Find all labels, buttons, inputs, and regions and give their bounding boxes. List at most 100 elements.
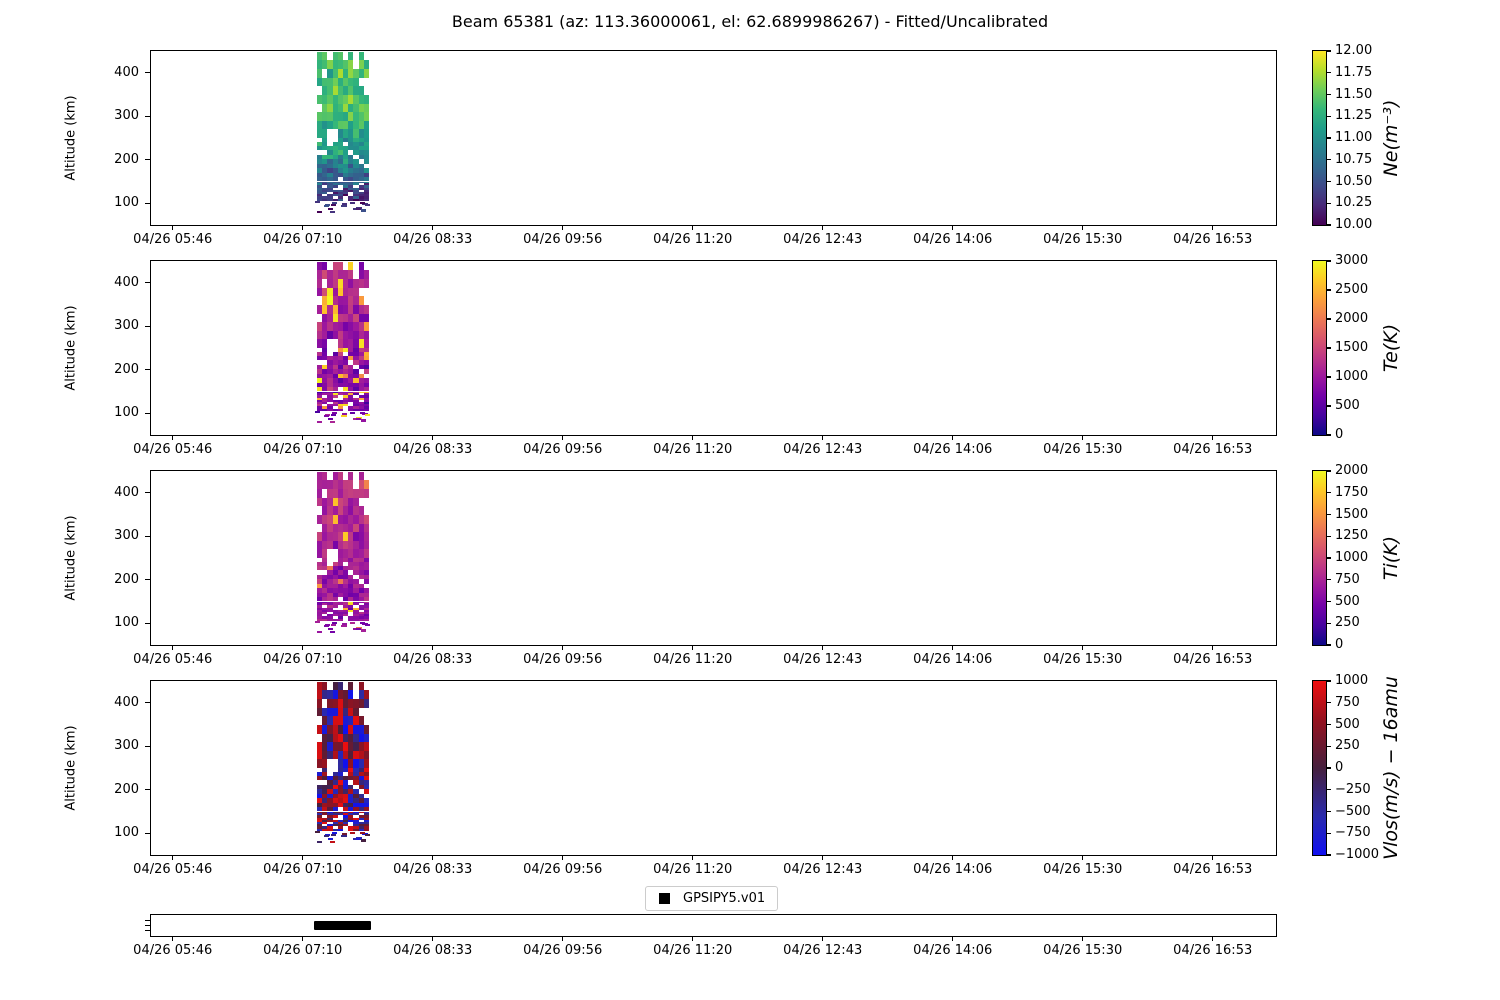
heatmap-cell xyxy=(353,181,359,184)
heatmap-cell xyxy=(322,506,328,515)
heatmap-cell xyxy=(332,287,338,297)
heatmap-cell xyxy=(337,103,343,113)
y-axis-tick xyxy=(145,745,150,747)
x-axis-tick xyxy=(692,225,694,230)
heatmap-cell xyxy=(327,60,333,70)
heatmap-cell xyxy=(332,86,338,95)
heatmap-cell xyxy=(363,120,369,130)
heatmap-cell xyxy=(327,177,333,182)
colorbar-tick-label: 2000 xyxy=(1335,311,1369,326)
x-axis-tick xyxy=(432,435,434,440)
heatmap-cell xyxy=(317,821,323,825)
heatmap-cell xyxy=(348,356,354,361)
heatmap-cell xyxy=(317,742,323,751)
heatmap-cell xyxy=(358,611,364,615)
x-axis-tick xyxy=(1082,435,1084,440)
heatmap-cell xyxy=(341,414,347,417)
heatmap-cell xyxy=(332,168,338,173)
x-axis-tick xyxy=(302,855,304,860)
heatmap-cell xyxy=(348,313,354,323)
heatmap-cell xyxy=(337,172,343,178)
heatmap-cell xyxy=(332,378,338,383)
heatmap-cell xyxy=(327,817,333,820)
heatmap-cell xyxy=(337,579,343,584)
heatmap-cell xyxy=(348,159,354,164)
heatmap-cell xyxy=(353,401,359,405)
heatmap-cell xyxy=(343,824,349,827)
heatmap-cell xyxy=(315,200,321,203)
heatmap-cell xyxy=(358,817,364,820)
heatmap-cell xyxy=(332,497,338,507)
heatmap-cell xyxy=(317,351,323,356)
heatmap-cells-ti xyxy=(151,471,1276,645)
x-axis-tick xyxy=(302,936,304,941)
colorbar-tick xyxy=(1326,159,1331,161)
heatmap-cell xyxy=(337,690,343,700)
heatmap-cell xyxy=(337,60,343,70)
heatmap-cell xyxy=(337,364,343,370)
heatmap-cell xyxy=(332,699,338,708)
colorbar-tick-label: 1000 xyxy=(1335,550,1369,565)
heatmap-cell xyxy=(322,611,328,615)
heatmap-cell xyxy=(332,579,338,584)
colorbar-tick xyxy=(1326,622,1331,624)
heatmap-cell xyxy=(358,558,364,562)
heatmap-cell xyxy=(317,690,323,700)
heatmap-cell xyxy=(353,406,359,409)
heatmap-cell xyxy=(327,597,333,602)
heatmap-cell xyxy=(348,351,354,356)
heatmap-cell xyxy=(358,802,364,808)
heatmap-cell xyxy=(337,304,343,314)
heatmap-cell xyxy=(322,574,328,580)
heatmap-cell xyxy=(327,322,333,331)
colorbar-axis-label-text: Vlos(m/s) − 16amu xyxy=(1380,676,1402,860)
heatmap-cell xyxy=(353,187,359,190)
heatmap-cell xyxy=(348,771,354,776)
heatmap-cell xyxy=(322,397,328,400)
heatmap-cell xyxy=(353,733,359,743)
heatmap-cell xyxy=(363,616,369,619)
heatmap-cell xyxy=(363,194,369,197)
heatmap-cell xyxy=(363,821,369,825)
y-axis-label-text: Altitude (km) xyxy=(63,95,79,181)
heatmap-cell xyxy=(353,313,359,323)
heatmap-cell xyxy=(317,574,323,580)
heatmap-cell xyxy=(353,611,359,615)
heatmap-cell xyxy=(317,356,323,361)
heatmap-cell xyxy=(353,348,359,352)
heatmap-cell xyxy=(348,506,354,515)
x-axis-tick xyxy=(952,855,954,860)
heatmap-cell xyxy=(332,172,338,178)
heatmap-cell xyxy=(315,620,321,623)
heatmap-cell xyxy=(327,189,333,192)
x-axis-tick xyxy=(692,645,694,650)
heatmap-cell xyxy=(332,270,338,280)
heatmap-cell xyxy=(325,204,331,207)
heatmap-cell xyxy=(327,616,333,619)
heatmap-cell xyxy=(337,523,343,533)
heatmap-cell xyxy=(358,172,364,178)
heatmap-cell xyxy=(358,768,364,772)
x-axis-tick-label: 04/26 15:30 xyxy=(1043,652,1123,667)
heatmap-cell xyxy=(332,369,338,374)
heatmap-cell xyxy=(327,198,333,201)
heatmap-cell xyxy=(337,129,343,138)
heatmap-cell xyxy=(337,802,343,808)
heatmap-cell xyxy=(363,138,369,142)
heatmap-cell xyxy=(358,51,364,61)
heatmap-cell xyxy=(363,348,369,352)
heatmap-cell xyxy=(348,399,354,402)
heatmap-cell xyxy=(343,120,349,130)
heatmap-cell xyxy=(337,112,343,121)
heatmap-cell xyxy=(353,391,359,394)
heatmap-cell xyxy=(348,540,354,550)
heatmap-cell xyxy=(348,339,354,348)
heatmap-cell xyxy=(332,356,338,361)
heatmap-cell xyxy=(341,624,347,627)
heatmap-cell xyxy=(317,614,323,617)
x-axis-tick-label: 04/26 14:06 xyxy=(913,862,993,877)
heatmap-cell xyxy=(358,196,364,199)
heatmap-cell xyxy=(353,750,359,760)
heatmap-cell xyxy=(358,480,364,490)
heatmap-cell xyxy=(358,549,364,558)
